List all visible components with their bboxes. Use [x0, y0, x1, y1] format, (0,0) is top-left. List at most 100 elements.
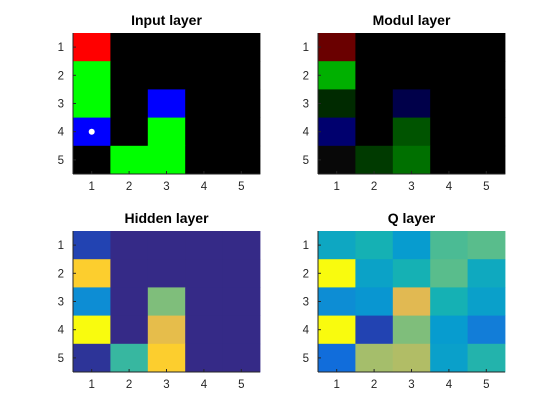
y-tick-label: 2: [58, 70, 64, 82]
heatmap-cell: [73, 231, 111, 260]
heatmap-cell: [147, 89, 186, 118]
heatmap-cell: [110, 33, 149, 62]
heatmap-cell: [467, 89, 506, 118]
x-tick-label: 2: [126, 181, 132, 193]
heatmap-cell: [467, 343, 506, 373]
heatmap-cell: [185, 89, 223, 118]
heatmap-cell: [185, 231, 223, 260]
heatmap-cell: [318, 315, 356, 345]
y-tick-label: 2: [303, 268, 309, 280]
heatmap-cell: [355, 315, 394, 345]
panel-title: Q layer: [388, 210, 436, 226]
heatmap-cell: [467, 61, 506, 90]
x-tick-label: 2: [371, 379, 377, 391]
heatmap-cell: [73, 145, 111, 175]
y-tick-label: 5: [303, 353, 309, 365]
x-tick-label: 5: [238, 379, 244, 391]
heatmap-cell: [185, 33, 223, 62]
y-tick-label: 4: [58, 127, 65, 139]
heatmap-cell: [467, 315, 506, 345]
heatmap-cell: [430, 231, 468, 260]
heatmap-cell: [110, 231, 149, 260]
input-layer-panel: 1 2 3 4 5 1 2 3 4 5 Input layer: [58, 12, 261, 193]
heatmap-cell: [73, 315, 111, 345]
x-tick-label: 4: [446, 379, 453, 391]
heatmap-cell: [222, 259, 261, 288]
x-tick-label: 3: [408, 379, 414, 391]
heatmap-cell: [222, 343, 261, 373]
heatmap-cell: [147, 117, 186, 147]
heatmap-cell: [318, 61, 356, 90]
heatmap-cell: [430, 89, 468, 118]
q-layer-panel: 1 2 3 4 5 1 2 3 4 5 Q layer: [303, 210, 506, 391]
heatmap-cell: [430, 61, 468, 90]
heatmap-cell: [222, 315, 261, 345]
heatmap-cell: [147, 343, 186, 373]
heatmap-cell: [147, 315, 186, 345]
y-tick-label: 1: [303, 240, 309, 252]
heatmap-cell: [355, 89, 394, 118]
heatmap-cell: [222, 89, 261, 118]
heatmap-cell: [73, 259, 111, 288]
x-tick-label: 5: [483, 379, 489, 391]
heatmap-cell: [430, 33, 468, 62]
heatmap-cell: [355, 287, 394, 316]
heatmap-cell: [355, 117, 394, 147]
y-tick-label: 2: [303, 70, 309, 82]
heatmap-cell: [467, 117, 506, 147]
heatmap-cell: [222, 287, 261, 316]
modul-layer-panel: 1 2 3 4 5 1 2 3 4 5 Modul layer: [303, 12, 506, 193]
heatmap-cell: [318, 89, 356, 118]
y-tick-label: 1: [58, 42, 64, 54]
heatmap-cell: [73, 33, 111, 62]
heatmap-cell: [147, 231, 186, 260]
heatmap-cell: [392, 315, 431, 345]
x-tick-label: 4: [201, 181, 208, 193]
heatmap-cell: [222, 61, 261, 90]
x-tick-label: 1: [333, 379, 339, 391]
x-tick-label: 2: [371, 181, 377, 193]
heatmap-cell: [430, 117, 468, 147]
heatmap-cell: [73, 89, 111, 118]
x-tick-label: 5: [238, 181, 244, 193]
y-tick-label: 3: [303, 297, 309, 309]
heatmap-cell: [185, 315, 223, 345]
heatmap-cell: [355, 259, 394, 288]
panel-title: Hidden layer: [124, 210, 209, 226]
x-tick-label: 3: [163, 379, 169, 391]
heatmap-cell: [73, 287, 111, 316]
heatmap-cell: [185, 343, 223, 373]
heatmap-cell: [318, 117, 356, 147]
heatmap-cell: [147, 33, 186, 62]
x-tick-label: 1: [88, 379, 94, 391]
heatmap-cell: [392, 89, 431, 118]
x-tick-label: 3: [163, 181, 169, 193]
y-tick-label: 5: [303, 155, 309, 167]
heatmap-cell: [392, 117, 431, 147]
heatmap-cell: [222, 117, 261, 147]
heatmap-cell: [467, 33, 506, 62]
heatmap-cell: [318, 343, 356, 373]
y-tick-label: 5: [58, 155, 64, 167]
heatmap-cell: [355, 61, 394, 90]
heatmap-cell: [185, 287, 223, 316]
heatmap-cell: [355, 343, 394, 373]
y-tick-label: 2: [58, 268, 64, 280]
y-tick-label: 5: [58, 353, 64, 365]
heatmap-cell: [73, 61, 111, 90]
heatmap-cell: [222, 145, 261, 175]
heatmap-cell: [430, 315, 468, 345]
heatmap-cell: [110, 89, 149, 118]
heatmap-cell: [110, 343, 149, 373]
heatmap-cell: [430, 343, 468, 373]
heatmap-cell: [392, 287, 431, 316]
panel-title: Modul layer: [373, 12, 451, 28]
heatmap-cell: [467, 287, 506, 316]
heatmap-cell: [355, 33, 394, 62]
heatmap-cell: [185, 61, 223, 90]
heatmap-cell: [430, 259, 468, 288]
heatmap-cell: [222, 231, 261, 260]
y-tick-label: 4: [58, 325, 65, 337]
heatmap-cell: [147, 287, 186, 316]
